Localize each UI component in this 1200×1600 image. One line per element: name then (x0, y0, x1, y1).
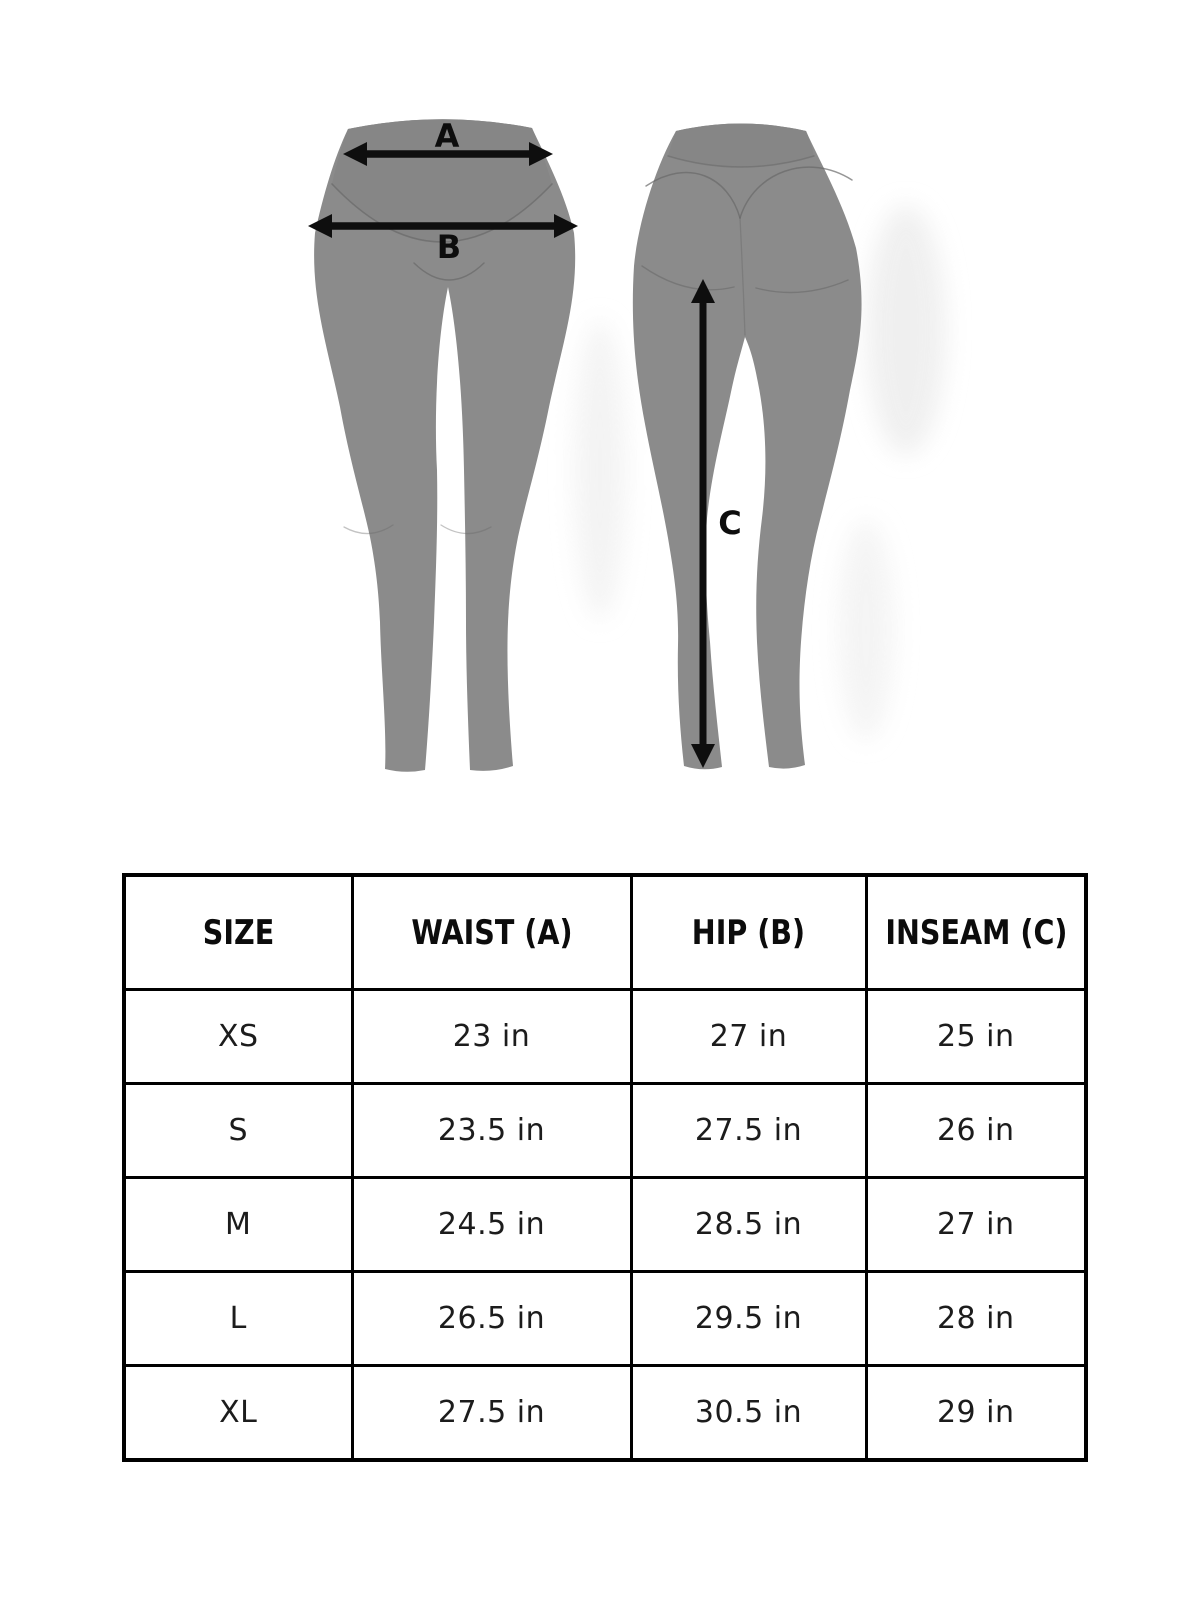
waist-arrow-label: A (435, 117, 460, 155)
waist-cell: 27.5 in (350, 1364, 633, 1462)
waist-cell: 24.5 in (350, 1176, 633, 1273)
front-view-illustration (314, 119, 576, 772)
column-header-hip-label: HIP (B) (691, 912, 806, 953)
header-row: SIZE WAIST (A) HIP (B) INSEAM (C) (122, 873, 1088, 991)
back-view-illustration (632, 123, 862, 770)
soft-shadows (574, 205, 946, 740)
front-crotch-seam (413, 262, 485, 281)
table-row-xl: XL 27.5 in 30.5 in 29 in (122, 1364, 1088, 1462)
hip-arrow (308, 214, 578, 238)
back-left-crease-seam (641, 265, 735, 291)
table-row-xs: XS 23 in 27 in 25 in (122, 988, 1088, 1085)
table-row-l: L 26.5 in 29.5 in 28 in (122, 1270, 1088, 1367)
back-center-seam (739, 217, 746, 336)
column-header-waist: WAIST (A) (350, 873, 633, 991)
front-waistband (332, 119, 552, 242)
back-right-crease-seam (755, 279, 849, 294)
hip-cell: 27 in (629, 988, 868, 1085)
waist-cell: 26.5 in (350, 1270, 633, 1367)
hip-cell: 30.5 in (629, 1364, 868, 1462)
inseam-cell: 27 in (864, 1176, 1088, 1273)
size-chart-table: SIZE WAIST (A) HIP (B) INSEAM (C) XS 23 … (122, 873, 1088, 1462)
table-row-s: S 23.5 in 27.5 in 26 in (122, 1082, 1088, 1179)
waist-cell: 23.5 in (350, 1082, 633, 1179)
column-header-size: SIZE (122, 873, 354, 991)
front-right-knee-seam (440, 524, 492, 535)
column-header-waist-label: WAIST (A) (410, 912, 573, 953)
front-left-knee-seam (343, 524, 394, 535)
back-left-cheek-seam (645, 171, 741, 219)
hip-arrow-label: B (437, 228, 461, 266)
inseam-arrow-label: C (718, 504, 741, 542)
hip-cell: 28.5 in (629, 1176, 868, 1273)
column-header-inseam: INSEAM (C) (864, 873, 1088, 991)
inseam-cell: 25 in (864, 988, 1088, 1085)
inseam-cell: 26 in (864, 1082, 1088, 1179)
waist-arrow (343, 142, 553, 166)
back-waistband-seam (667, 155, 815, 168)
hip-cell: 27.5 in (629, 1082, 868, 1179)
size-cell: S (122, 1082, 354, 1179)
size-cell: M (122, 1176, 354, 1273)
front-leggings-silhouette (314, 119, 576, 772)
back-right-cheek-seam (739, 166, 853, 219)
column-header-inseam-label: INSEAM (C) (884, 912, 1067, 953)
back-leggings-silhouette (632, 123, 862, 770)
size-cell: XS (122, 988, 354, 1085)
column-header-size-label: SIZE (202, 912, 274, 953)
leggings-measurement-diagram: A B C (308, 117, 946, 772)
inseam-arrow (691, 279, 715, 768)
front-waistband-seam (331, 183, 553, 243)
inseam-cell: 29 in (864, 1364, 1088, 1462)
size-cell: L (122, 1270, 354, 1367)
inseam-cell: 28 in (864, 1270, 1088, 1367)
waist-cell: 23 in (350, 988, 633, 1085)
back-waistband (668, 123, 814, 167)
column-header-hip: HIP (B) (629, 873, 868, 991)
hip-cell: 29.5 in (629, 1270, 868, 1367)
size-cell: XL (122, 1364, 354, 1462)
table-row-m: M 24.5 in 28.5 in 27 in (122, 1176, 1088, 1273)
